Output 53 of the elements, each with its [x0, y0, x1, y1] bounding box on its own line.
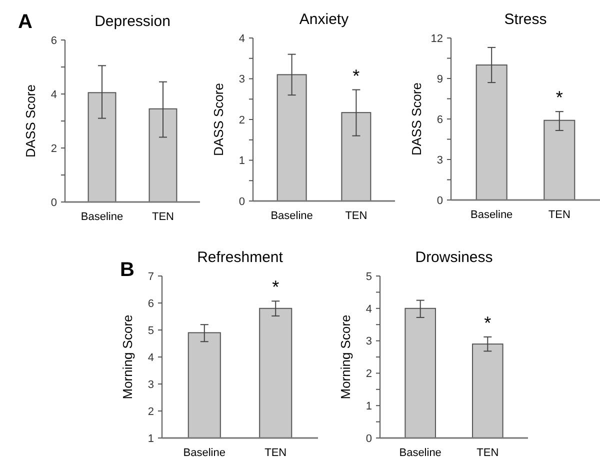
y-axis-title: DASS Score [409, 82, 424, 156]
y-axis-title: Morning Score [338, 314, 353, 400]
y-tick-label: 3 [238, 74, 245, 86]
y-tick-label: 2 [238, 114, 245, 126]
chart-title: Drowsiness [415, 249, 493, 266]
y-axis-title: DASS Score [211, 83, 226, 156]
x-tick-label: TEN [264, 447, 287, 457]
y-tick-label: 6 [50, 34, 57, 47]
chart-title: Anxiety [299, 11, 350, 28]
y-tick-label: 0 [366, 432, 372, 445]
x-tick-label: Baseline [270, 210, 313, 222]
y-tick-label: 3 [148, 378, 154, 391]
y-tick-label: 2 [50, 142, 57, 155]
y-tick-label: 12 [430, 32, 443, 45]
y-tick-label: 3 [366, 336, 372, 348]
y-axis-title: DASS Score [23, 84, 38, 158]
y-axis-title: Morning Score [120, 314, 135, 400]
x-tick-label: TEN [476, 447, 499, 457]
annotation: * [556, 88, 563, 108]
x-tick-label: Baseline [399, 447, 442, 457]
y-tick-label: 4 [50, 88, 57, 101]
y-tick-label: 0 [436, 194, 443, 207]
x-tick-label: TEN [548, 209, 570, 221]
text: A [18, 11, 32, 33]
y-tick-label: 1 [366, 400, 372, 412]
y-tick-label: 2 [366, 368, 372, 380]
y-tick-label: 4 [238, 32, 245, 45]
y-tick-label: 4 [148, 352, 154, 364]
x-tick-label: TEN [152, 211, 174, 223]
annotation: * [272, 277, 280, 298]
chart-title: Refreshment [197, 249, 284, 266]
y-tick-label: 7 [148, 270, 154, 283]
y-tick-label: 5 [148, 324, 154, 337]
y-tick-label: 6 [148, 298, 154, 310]
y-tick-label: 3 [436, 154, 443, 166]
y-tick-label: 0 [238, 196, 245, 208]
chart-title: Depression [94, 13, 170, 30]
x-tick-label: Baseline [183, 447, 226, 457]
text: B [120, 259, 134, 281]
chart-title: Stress [504, 11, 547, 28]
y-tick-label: 0 [50, 196, 57, 209]
y-tick-label: 6 [436, 114, 443, 126]
x-tick-label: TEN [345, 210, 368, 222]
annotation: * [484, 312, 492, 333]
x-tick-label: Baseline [80, 211, 124, 223]
y-tick-label: 2 [148, 406, 154, 418]
y-tick-label: 1 [238, 155, 245, 168]
y-tick-label: 1 [148, 432, 154, 445]
annotation: * [352, 66, 360, 86]
y-tick-label: 4 [366, 303, 372, 316]
y-tick-label: 5 [366, 270, 372, 283]
y-tick-label: 9 [436, 73, 443, 86]
x-tick-label: Baseline [470, 209, 513, 221]
